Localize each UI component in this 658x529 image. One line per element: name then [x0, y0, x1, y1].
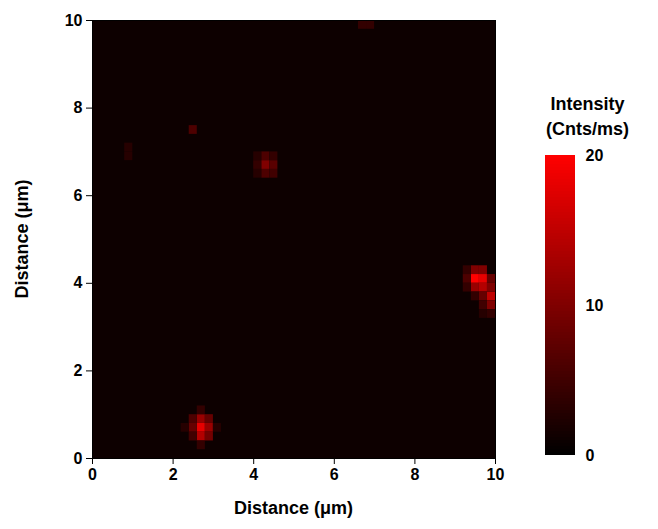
- svg-text:0: 0: [586, 447, 595, 464]
- svg-text:2: 2: [74, 362, 83, 379]
- svg-text:20: 20: [586, 147, 604, 164]
- html-text:Distance (μm): Distance (μm): [11, 179, 32, 299]
- svg-text:6: 6: [330, 466, 339, 483]
- svg-text:8: 8: [74, 99, 83, 116]
- svg-text:10: 10: [65, 12, 83, 29]
- html-text:(Cnts/ms): (Cnts/ms): [546, 119, 629, 139]
- svg-text:10: 10: [586, 297, 604, 314]
- html-text:Distance (μm): Distance (μm): [234, 498, 353, 518]
- svg-text:0: 0: [74, 450, 83, 467]
- html-text:Intensity: Intensity: [550, 94, 625, 114]
- svg-text:4: 4: [249, 466, 258, 483]
- svg-text:8: 8: [410, 466, 419, 483]
- svg-text:4: 4: [74, 274, 83, 291]
- svg-text:2: 2: [169, 466, 178, 483]
- svg-text:6: 6: [74, 187, 83, 204]
- svg-text:0: 0: [88, 466, 97, 483]
- svg-text:10: 10: [487, 466, 505, 483]
